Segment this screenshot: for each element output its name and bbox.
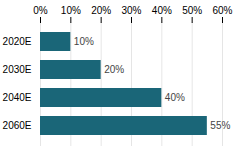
svg-text:2020E: 2020E xyxy=(3,36,32,47)
svg-text:60%: 60% xyxy=(212,5,232,16)
svg-text:30%: 30% xyxy=(121,5,141,16)
svg-text:20%: 20% xyxy=(104,64,124,75)
svg-text:0%: 0% xyxy=(33,5,48,16)
svg-text:55%: 55% xyxy=(210,120,230,131)
svg-text:2060E: 2060E xyxy=(3,120,32,131)
svg-text:10%: 10% xyxy=(74,36,94,47)
svg-text:40%: 40% xyxy=(165,92,185,103)
svg-text:20%: 20% xyxy=(91,5,111,16)
svg-text:10%: 10% xyxy=(61,5,81,16)
svg-text:50%: 50% xyxy=(182,5,202,16)
svg-text:40%: 40% xyxy=(152,5,172,16)
svg-text:2030E: 2030E xyxy=(3,64,32,75)
svg-text:2040E: 2040E xyxy=(3,92,32,103)
